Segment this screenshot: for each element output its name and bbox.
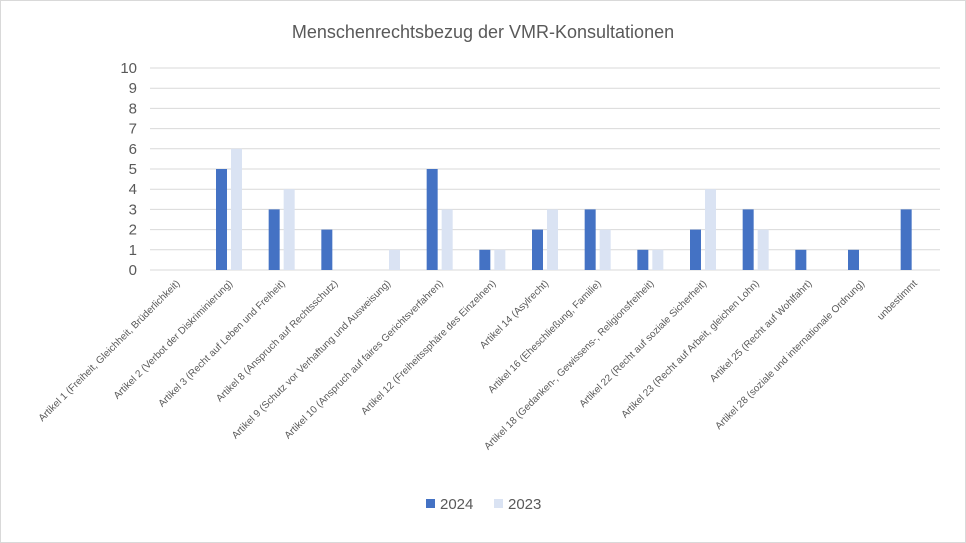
- y-tick-label: 0: [129, 262, 137, 279]
- x-tick-label: Artikel 16 (Eheschließung, Familie): [486, 278, 603, 395]
- bar-2024-10: [690, 229, 701, 270]
- bar-2024-12: [795, 249, 807, 270]
- bar-2024-8: [584, 209, 596, 270]
- gridlines: [150, 67, 940, 271]
- bar-2023-6: [494, 249, 506, 270]
- bar-2023-7: [547, 209, 558, 270]
- bar-2023-2: [283, 189, 295, 270]
- bar-2023-5: [441, 209, 453, 270]
- y-tick-label: 10: [120, 60, 137, 77]
- y-tick-label: 5: [129, 161, 137, 178]
- bar-2024-2: [268, 209, 280, 270]
- bar-2024-3: [321, 229, 333, 270]
- bar-2024-11: [742, 209, 754, 270]
- legend-label: 2024: [440, 496, 473, 513]
- y-tick-label: 4: [129, 181, 137, 198]
- bar-2024-5: [426, 169, 438, 270]
- bar-2024-13: [848, 249, 859, 270]
- bar-2023-1: [231, 148, 242, 270]
- y-tick-label: 8: [129, 100, 137, 117]
- bar-2024-7: [532, 229, 543, 270]
- legend-swatch-2024: [426, 499, 435, 508]
- bar-2024-1: [216, 169, 227, 270]
- bar-2023-10: [705, 189, 716, 270]
- x-tick-label: Artikel 2 (Verbot der Diskriminierung): [112, 278, 235, 401]
- x-axis: Artikel 1 (Freiheit, Gleichheit, Brüderl…: [37, 278, 920, 452]
- legend-label: 2023: [508, 496, 541, 513]
- y-axis: 0 1 2 3 4 5 6 7 8 9 10: [120, 60, 137, 279]
- y-tick-label: 3: [129, 201, 137, 218]
- legend-swatch-2023: [494, 499, 503, 508]
- bar-2023-8: [599, 229, 611, 270]
- legend: 2024 2023: [426, 496, 541, 513]
- bar-2023-9: [652, 249, 664, 270]
- y-tick-label: 1: [129, 242, 137, 259]
- y-tick-label: 9: [129, 80, 137, 97]
- y-tick-label: 6: [129, 141, 137, 158]
- bar-2024-9: [637, 249, 649, 270]
- chart-title: Menschenrechtsbezug der VMR-Konsultation…: [292, 22, 674, 42]
- bar-2023-11: [757, 229, 769, 270]
- x-tick-label: Artikel 25 (Recht auf Wohlfahrt): [708, 278, 814, 384]
- y-tick-label: 2: [129, 222, 137, 239]
- x-tick-label: unbestimmt: [875, 278, 919, 322]
- bar-2023-4: [389, 249, 400, 270]
- bar-2024-6: [479, 249, 491, 270]
- bar-2024-14: [900, 209, 912, 270]
- y-tick-label: 7: [129, 121, 137, 138]
- bars: [216, 148, 912, 270]
